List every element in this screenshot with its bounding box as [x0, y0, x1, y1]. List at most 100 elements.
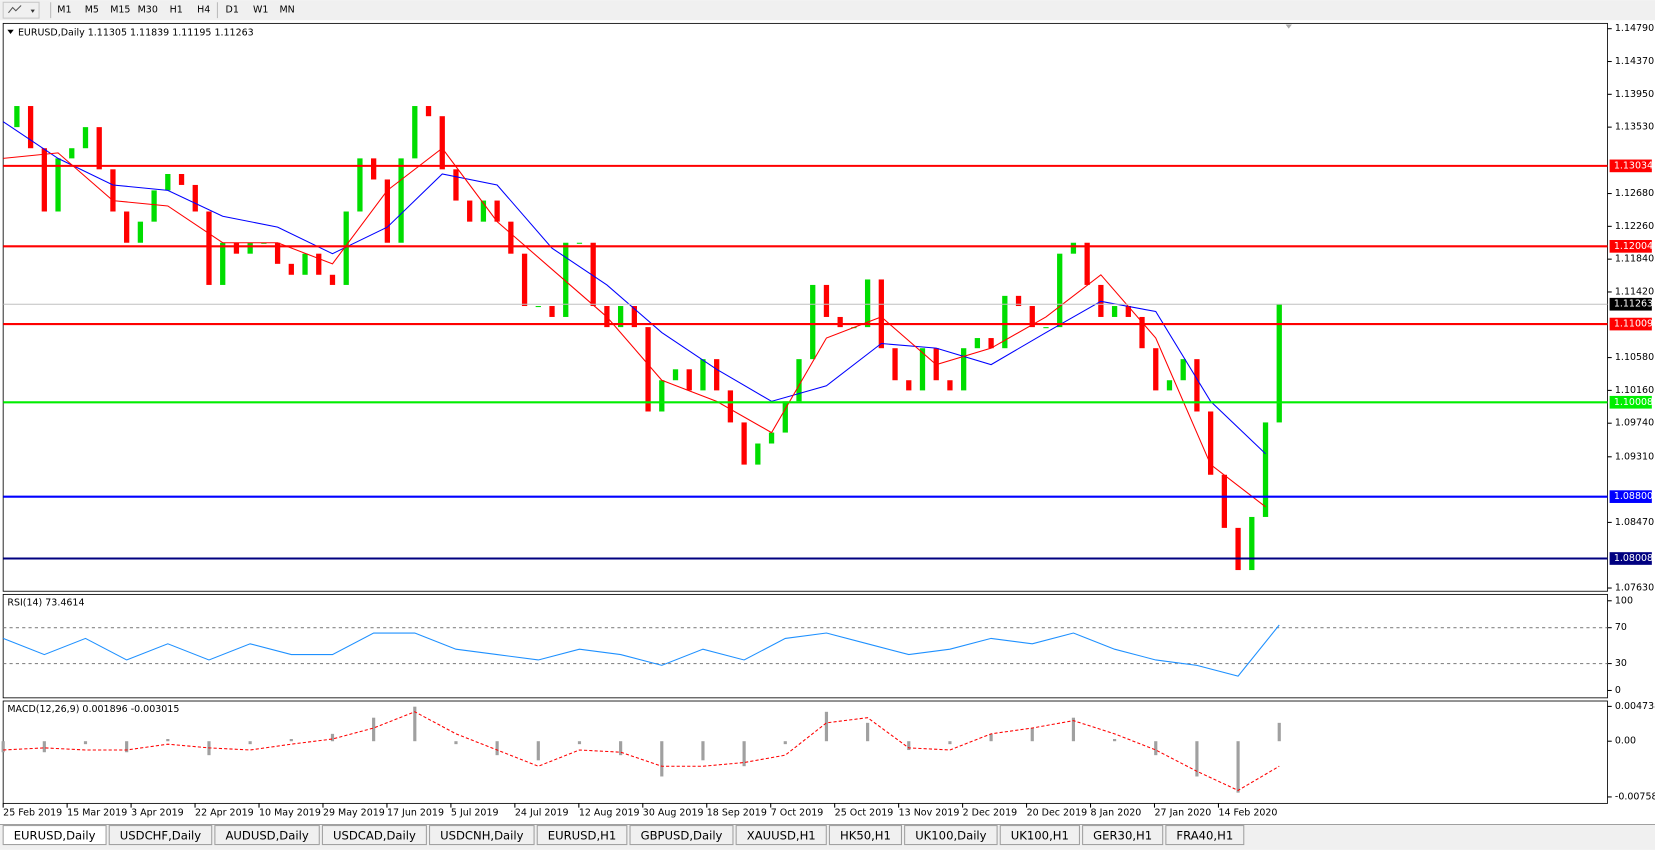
x-tick-label: 29 May 2019	[323, 807, 385, 818]
candle	[343, 211, 349, 285]
shift-marker	[1285, 24, 1292, 29]
candle	[988, 338, 994, 349]
tab[interactable]	[828, 825, 902, 846]
candle	[782, 401, 788, 433]
tab-label[interactable]: USDCNH,Daily	[440, 829, 524, 843]
y-tick-label: 1.12260	[1615, 221, 1654, 232]
tab[interactable]	[1082, 825, 1164, 846]
x-tick-label: 30 Aug 2019	[643, 807, 704, 818]
timeframe-button[interactable]: M1	[57, 5, 71, 16]
candle	[288, 263, 294, 275]
candle	[1015, 295, 1022, 307]
candle	[768, 432, 775, 444]
macd-bar	[42, 741, 46, 753]
x-tick-label: 2 Dec 2019	[963, 807, 1018, 818]
candle	[1249, 516, 1255, 571]
y-tick-label: 1.11420	[1615, 286, 1654, 297]
tab[interactable]	[904, 825, 998, 846]
timeframe-button[interactable]: W1	[253, 5, 268, 16]
tab[interactable]	[214, 825, 320, 846]
timeframe-button[interactable]: M30	[138, 5, 158, 16]
candle	[878, 279, 884, 349]
timeframe-button[interactable]: H1	[170, 5, 183, 16]
candle	[165, 174, 171, 191]
x-tick-label: 27 Jan 2020	[1154, 807, 1211, 818]
timeframe-button[interactable]: H4	[197, 5, 210, 16]
macd-signal	[3, 711, 1280, 792]
candle	[810, 284, 816, 360]
candle	[521, 253, 528, 307]
tab[interactable]	[108, 825, 213, 846]
candle	[1208, 411, 1214, 475]
level-label-bg	[1609, 159, 1652, 173]
tab-label[interactable]: XAUUSD,H1	[747, 829, 816, 843]
level-label: 1.13034	[1614, 160, 1653, 171]
tab-label[interactable]: UK100,Daily	[915, 829, 986, 843]
tab[interactable]	[629, 825, 734, 846]
macd-bar	[248, 741, 252, 745]
candle	[1153, 348, 1159, 391]
tab-label[interactable]: GBPUSD,Daily	[641, 829, 723, 843]
candle	[69, 148, 75, 159]
macd-title: MACD(12,26,9) 0.001896 -0.003015	[7, 704, 179, 715]
timeframe-button[interactable]: M5	[85, 5, 99, 16]
tab-label[interactable]: USDCHF,Daily	[120, 829, 202, 843]
x-tick-label: 14 Feb 2020	[1218, 807, 1277, 818]
macd-panel	[2, 700, 1608, 804]
candle	[274, 242, 281, 264]
candle	[714, 359, 720, 391]
candle	[672, 369, 679, 381]
y-tick-label: 1.07630	[1615, 583, 1654, 594]
macd-bar	[495, 741, 499, 756]
timeframe-button[interactable]: D1	[226, 5, 239, 16]
macd-bar	[948, 741, 952, 745]
tab-label[interactable]: EURUSD,Daily	[14, 829, 96, 843]
candle	[357, 158, 363, 212]
toolbar	[0, 0, 1655, 21]
tab[interactable]	[536, 825, 628, 846]
tab-label[interactable]: GER30,H1	[1093, 829, 1152, 843]
candle	[741, 422, 747, 465]
tab-label[interactable]: FRA40,H1	[1176, 829, 1233, 843]
y-tick-label: 0	[1615, 685, 1621, 696]
y-tick-label: 1.09310	[1615, 451, 1654, 462]
candle	[41, 148, 47, 212]
collapse-arrow[interactable]	[7, 29, 14, 34]
candle	[480, 200, 487, 222]
tab[interactable]	[321, 825, 427, 846]
tab-label[interactable]: EURUSD,H1	[548, 829, 617, 843]
y-tick-label: 1.09740	[1615, 418, 1654, 429]
tab[interactable]	[1165, 825, 1245, 846]
level-label-bg	[1609, 240, 1652, 253]
macd-bar	[1, 741, 5, 753]
macd-bar	[701, 741, 705, 761]
tab-label[interactable]: AUDUSD,Daily	[225, 829, 308, 843]
candle	[247, 242, 253, 254]
tab-label[interactable]: HK50,H1	[840, 829, 891, 843]
y-tick-label: 1.10580	[1615, 352, 1654, 363]
candle	[192, 184, 198, 212]
tab-label[interactable]: USDCAD,Daily	[333, 829, 416, 843]
candle	[371, 158, 377, 180]
rsi-line	[2, 624, 1280, 677]
chart-type-button[interactable]	[2, 1, 40, 19]
tab[interactable]	[2, 825, 107, 846]
tab[interactable]	[735, 825, 827, 846]
candle	[1166, 380, 1173, 391]
candle	[302, 253, 308, 275]
y-tick-label: 1.10160	[1615, 385, 1654, 396]
tab[interactable]	[429, 825, 535, 846]
tab-label[interactable]: UK100,H1	[1011, 829, 1069, 843]
tab[interactable]	[999, 825, 1080, 846]
candle	[837, 316, 843, 328]
macd-bar	[289, 739, 293, 742]
macd-bar	[1113, 739, 1117, 742]
y-tick-label: 30	[1615, 658, 1627, 669]
candle	[1043, 327, 1049, 329]
macd-bar	[1030, 727, 1034, 742]
timeframe-button[interactable]: MN	[279, 5, 294, 16]
rsi-title: RSI(14) 73.4614	[7, 597, 84, 608]
y-tick-label: 100	[1615, 595, 1633, 606]
timeframe-button[interactable]: M15	[110, 5, 130, 16]
